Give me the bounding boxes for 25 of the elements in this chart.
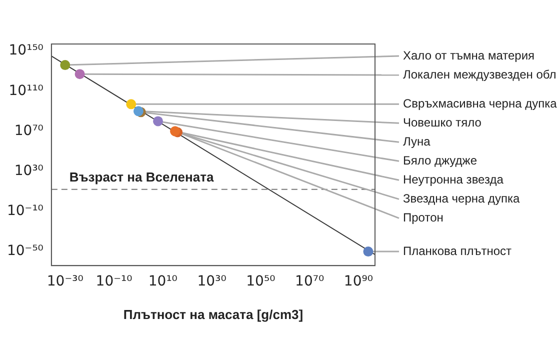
x-axis-title: Плътност на масата [g/cm3] [123,306,304,322]
y-tick-label: 10⁷⁰ [14,122,44,139]
x-tick-label: 10⁹⁰ [344,274,374,290]
x-tick-label: 10³⁰ [197,274,227,290]
text: Неутронна звезда [403,172,504,186]
text: Протон [403,210,444,224]
x-tick-label: 10⁷⁰ [295,274,324,290]
text: Луна [403,134,431,148]
y-tick-label: 10⁻¹⁰ [6,203,44,220]
x-tick-label: 10⁻¹⁰ [96,274,133,290]
y-tick-label: 10³⁰ [14,162,44,179]
text: Локален междузвезден обл [403,67,556,82]
text: Звездна черна дупка [403,191,520,206]
text: Бяло джудже [403,153,478,168]
text: Свръхмасивна черна дупка [403,96,558,110]
y-tick-label: 10¹¹⁰ [8,82,44,99]
y-tick-label: 10⁻⁵⁰ [6,243,44,260]
x-tick-label: 10⁵⁰ [246,274,276,290]
text: Планкова плътност [403,244,512,258]
x-tick-label: 10⁻³⁰ [46,274,84,290]
y-tick-label: 10¹⁵⁰ [8,42,44,59]
text: Хало от тъмна материя [403,48,535,62]
ref-line-label: Възраст на Вселената [69,169,214,184]
text: Човешко тяло [403,115,482,130]
x-tick-label: 10¹⁰ [148,274,178,290]
